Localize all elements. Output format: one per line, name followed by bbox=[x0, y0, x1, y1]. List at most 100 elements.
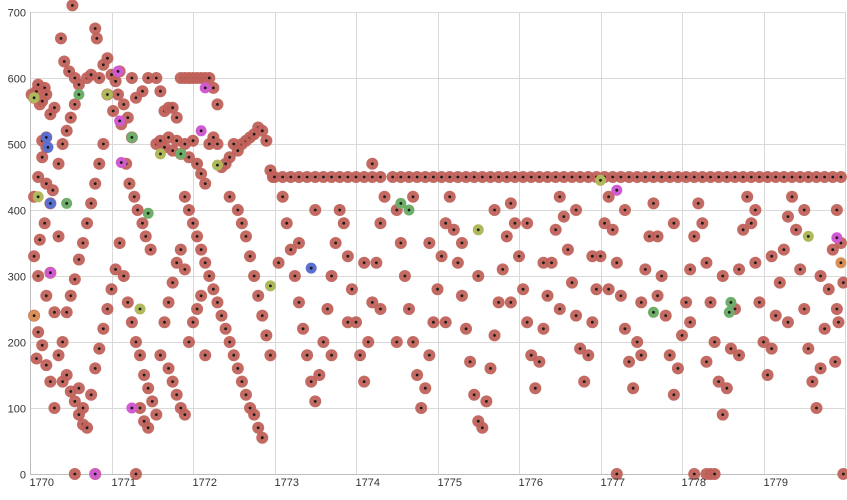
data-point-center bbox=[167, 136, 170, 139]
data-point-center bbox=[163, 320, 166, 324]
data-point-center bbox=[741, 228, 745, 232]
data-point-center bbox=[330, 353, 333, 357]
data-point-center bbox=[562, 215, 566, 219]
data-point-center bbox=[444, 221, 448, 225]
data-point-center bbox=[248, 406, 252, 410]
data-point-center bbox=[36, 175, 40, 179]
data-point-center bbox=[269, 353, 272, 357]
data-point-center bbox=[346, 175, 350, 179]
data-point-center bbox=[639, 301, 643, 304]
y-tick-label: 600 bbox=[8, 74, 26, 86]
data-point-center bbox=[338, 175, 342, 179]
data-point-center bbox=[57, 162, 60, 166]
data-point-center bbox=[277, 261, 280, 265]
data-point-center bbox=[65, 310, 69, 314]
data-point-center bbox=[774, 175, 778, 179]
data-point-center bbox=[44, 294, 48, 298]
highlighted-point-center bbox=[806, 235, 810, 238]
data-point-center bbox=[269, 169, 272, 172]
data-point-center bbox=[305, 175, 309, 179]
data-point-center bbox=[841, 472, 845, 476]
data-point-center bbox=[232, 353, 236, 357]
data-point-center bbox=[493, 208, 496, 212]
highlighted-point-center bbox=[159, 152, 162, 156]
data-point-center bbox=[187, 208, 191, 212]
data-point-center bbox=[841, 281, 845, 284]
data-point-center bbox=[648, 235, 651, 238]
data-point-center bbox=[827, 287, 831, 291]
data-point-center bbox=[582, 380, 586, 383]
data-point-center bbox=[111, 109, 115, 113]
data-point-center bbox=[749, 221, 753, 225]
data-point-center bbox=[766, 373, 769, 377]
data-point-center bbox=[216, 142, 219, 146]
data-point-center bbox=[554, 175, 558, 179]
data-point-center bbox=[85, 221, 89, 225]
data-point-center bbox=[692, 472, 696, 476]
data-point-center bbox=[354, 320, 358, 324]
data-point-center bbox=[264, 139, 268, 143]
data-point-center bbox=[668, 175, 672, 179]
data-point-center bbox=[774, 314, 778, 317]
data-point-center bbox=[700, 221, 704, 225]
data-point-center bbox=[167, 301, 170, 304]
data-point-center bbox=[224, 327, 228, 331]
data-point-center bbox=[183, 142, 187, 146]
data-point-center bbox=[448, 175, 452, 179]
data-point-center bbox=[48, 380, 52, 383]
data-point-center bbox=[456, 175, 460, 179]
data-point-center bbox=[187, 155, 191, 159]
data-point-center bbox=[216, 103, 219, 106]
data-point-center bbox=[656, 235, 659, 238]
data-point-center bbox=[542, 261, 545, 265]
x-tick-label: 1770 bbox=[30, 477, 54, 489]
data-point-center bbox=[36, 274, 40, 278]
data-point-center bbox=[289, 175, 293, 179]
data-point-center bbox=[101, 63, 105, 67]
data-point-center bbox=[652, 175, 655, 179]
data-point-center bbox=[696, 202, 700, 205]
data-point-center bbox=[89, 73, 93, 77]
data-point-center bbox=[313, 208, 317, 212]
data-point-center bbox=[73, 277, 77, 281]
data-point-center bbox=[142, 373, 146, 377]
data-point-center bbox=[358, 353, 362, 357]
highlighted-point-center bbox=[652, 310, 655, 314]
data-point-center bbox=[240, 221, 244, 225]
data-point-center bbox=[733, 307, 737, 311]
data-point-center bbox=[150, 400, 154, 403]
data-point-center bbox=[362, 175, 366, 179]
data-point-center bbox=[705, 360, 708, 364]
data-point-center bbox=[460, 294, 464, 298]
data-point-center bbox=[101, 142, 105, 146]
data-point-center bbox=[798, 268, 802, 271]
data-point-center bbox=[85, 426, 89, 430]
data-point-center bbox=[753, 208, 757, 212]
data-point-center bbox=[101, 327, 105, 331]
data-point-center bbox=[529, 353, 533, 357]
data-point-center bbox=[411, 195, 415, 199]
data-point-center bbox=[627, 175, 631, 179]
data-point-center bbox=[684, 301, 688, 304]
data-point-center bbox=[183, 195, 187, 199]
data-point-center bbox=[643, 175, 647, 179]
data-point-center bbox=[195, 162, 199, 166]
data-point-center bbox=[53, 310, 56, 314]
data-point-center bbox=[619, 294, 623, 298]
data-point-center bbox=[366, 340, 370, 344]
highlighted-point-center bbox=[269, 284, 272, 288]
data-point-center bbox=[130, 76, 134, 80]
data-point-center bbox=[122, 274, 126, 278]
data-point-center bbox=[195, 235, 199, 238]
data-point-center bbox=[285, 221, 289, 225]
data-point-center bbox=[203, 353, 207, 357]
data-point-center bbox=[497, 301, 501, 304]
x-tick-label: 1776 bbox=[519, 477, 543, 489]
data-point-center bbox=[472, 175, 476, 179]
data-point-center bbox=[73, 400, 77, 403]
data-point-center bbox=[766, 175, 769, 179]
data-point-center bbox=[379, 175, 382, 179]
data-point-center bbox=[167, 367, 170, 370]
data-point-center bbox=[122, 103, 126, 106]
data-point-center bbox=[146, 426, 150, 430]
